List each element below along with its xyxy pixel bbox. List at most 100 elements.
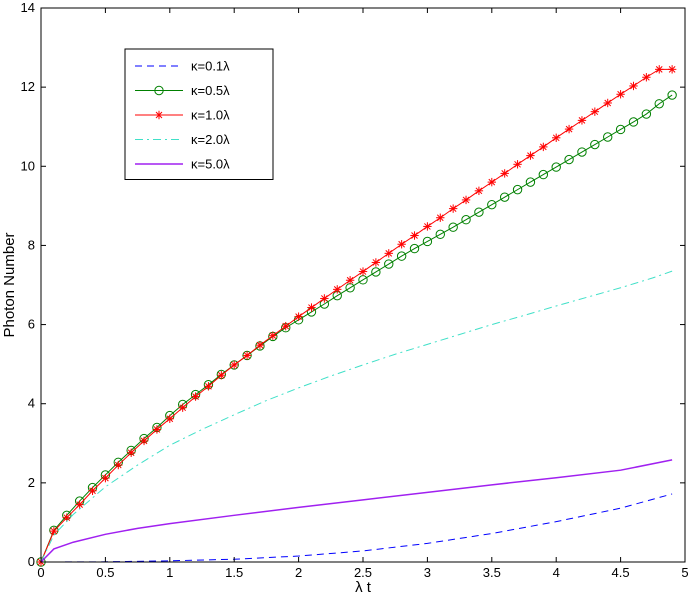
- y-axis-ticks: 0 2 4 6 8 10 12 14: [21, 0, 685, 569]
- data-point-star: [358, 267, 368, 276]
- data-point-circle: [525, 177, 536, 187]
- x-tick-label: 1: [166, 565, 173, 580]
- data-point-star: [242, 351, 252, 360]
- series-2: [36, 65, 677, 567]
- data-point-circle: [371, 267, 381, 277]
- data-point-circle: [435, 229, 445, 240]
- data-point-circle: [615, 124, 626, 135]
- legend-frame: [124, 48, 274, 180]
- data-point-star: [474, 186, 484, 196]
- data-point-circle: [154, 85, 164, 96]
- data-point-star: [114, 460, 123, 470]
- legend-label: κ=0.5λ: [191, 83, 230, 98]
- data-point-star: [230, 360, 239, 370]
- data-point-star: [371, 258, 381, 267]
- data-point-star: [461, 195, 471, 205]
- data-point-star: [603, 98, 612, 108]
- data-point-star: [397, 240, 406, 249]
- data-point-circle: [628, 117, 639, 127]
- data-point-circle: [474, 207, 484, 217]
- x-axis-label: λ t: [355, 579, 372, 596]
- data-point-circle: [538, 169, 549, 180]
- data-point-star: [590, 107, 600, 116]
- data-point-star: [88, 486, 97, 495]
- data-point-star: [268, 331, 278, 340]
- data-point-star: [255, 340, 265, 350]
- data-point-star: [384, 249, 393, 258]
- series-line: [40, 459, 673, 563]
- y-axis-label: Photon Number: [1, 232, 18, 337]
- data-point-star: [178, 403, 187, 412]
- legend-entry: κ=1.0λ: [135, 108, 230, 123]
- x-tick-label: 2: [295, 565, 302, 580]
- data-point-circle: [667, 90, 677, 100]
- data-point-circle: [577, 147, 587, 157]
- data-point-star: [410, 231, 419, 240]
- data-point-star: [642, 73, 651, 82]
- y-tick-label: 2: [28, 475, 35, 490]
- data-point-star: [152, 425, 162, 434]
- data-point-star: [333, 285, 342, 294]
- legend-label: κ=0.1λ: [191, 59, 230, 74]
- y-tick-label: 14: [21, 0, 35, 15]
- y-tick-label: 6: [28, 317, 35, 332]
- x-tick-label: 3: [424, 565, 431, 580]
- legend-label: κ=1.0λ: [191, 108, 230, 123]
- data-point-star: [667, 65, 677, 74]
- x-tick-label: 4.5: [612, 565, 630, 580]
- data-point-circle: [590, 139, 600, 150]
- data-point-star: [448, 204, 458, 213]
- data-point-star: [126, 448, 136, 457]
- legend-entry: κ=0.5λ: [135, 83, 230, 98]
- data-point-star: [294, 312, 303, 321]
- x-tick-label: 2.5: [354, 565, 372, 580]
- data-point-star: [655, 65, 664, 74]
- data-point-star: [423, 222, 432, 231]
- y-tick-label: 4: [28, 396, 35, 411]
- x-tick-label: 5: [681, 565, 688, 580]
- data-point-circle: [487, 199, 497, 210]
- legend-entry: κ=2.0λ: [135, 132, 230, 147]
- data-point-star: [539, 142, 548, 152]
- data-point-star: [629, 81, 638, 91]
- data-point-circle: [551, 162, 561, 172]
- data-point-star: [487, 177, 496, 187]
- data-point-star: [616, 90, 625, 99]
- data-point-star: [217, 371, 226, 380]
- y-tick-label: 10: [21, 158, 35, 173]
- data-point-star: [191, 392, 200, 401]
- data-point-circle: [499, 192, 510, 202]
- data-point-circle: [512, 184, 523, 195]
- data-point-star: [577, 116, 587, 125]
- data-point-star: [154, 110, 164, 120]
- x-tick-label: 0: [37, 565, 44, 580]
- series-4: [40, 459, 673, 563]
- data-point-star: [281, 321, 290, 331]
- data-point-circle: [422, 236, 433, 247]
- data-point-circle: [384, 259, 394, 269]
- series-line: [40, 94, 673, 563]
- data-point-star: [552, 133, 561, 142]
- data-point-star: [436, 213, 445, 222]
- data-point-star: [513, 160, 522, 169]
- data-point-star: [307, 303, 316, 312]
- data-point-star: [101, 473, 110, 483]
- data-point-star: [165, 414, 174, 423]
- legend-label: κ=2.0λ: [191, 132, 230, 147]
- x-tick-label: 0.5: [96, 565, 114, 580]
- x-axis-ticks: 0 0.5 1 1.5 2 2.5 3 3.5 4 4.5 5: [37, 8, 688, 580]
- legend: κ=0.1λ κ=0.5λ κ=1.0λ κ=2.0λ κ=5.0λ: [124, 48, 274, 180]
- data-point-star: [204, 382, 213, 391]
- data-point-circle: [396, 251, 407, 261]
- data-point-star: [500, 169, 509, 178]
- data-point-star: [139, 436, 149, 446]
- plot-area: [36, 65, 677, 567]
- data-point-star: [320, 294, 329, 303]
- y-tick-label: 12: [21, 79, 35, 94]
- legend-entry: κ=5.0λ: [135, 157, 230, 172]
- x-tick-label: 3.5: [483, 565, 501, 580]
- data-point-star: [345, 276, 355, 285]
